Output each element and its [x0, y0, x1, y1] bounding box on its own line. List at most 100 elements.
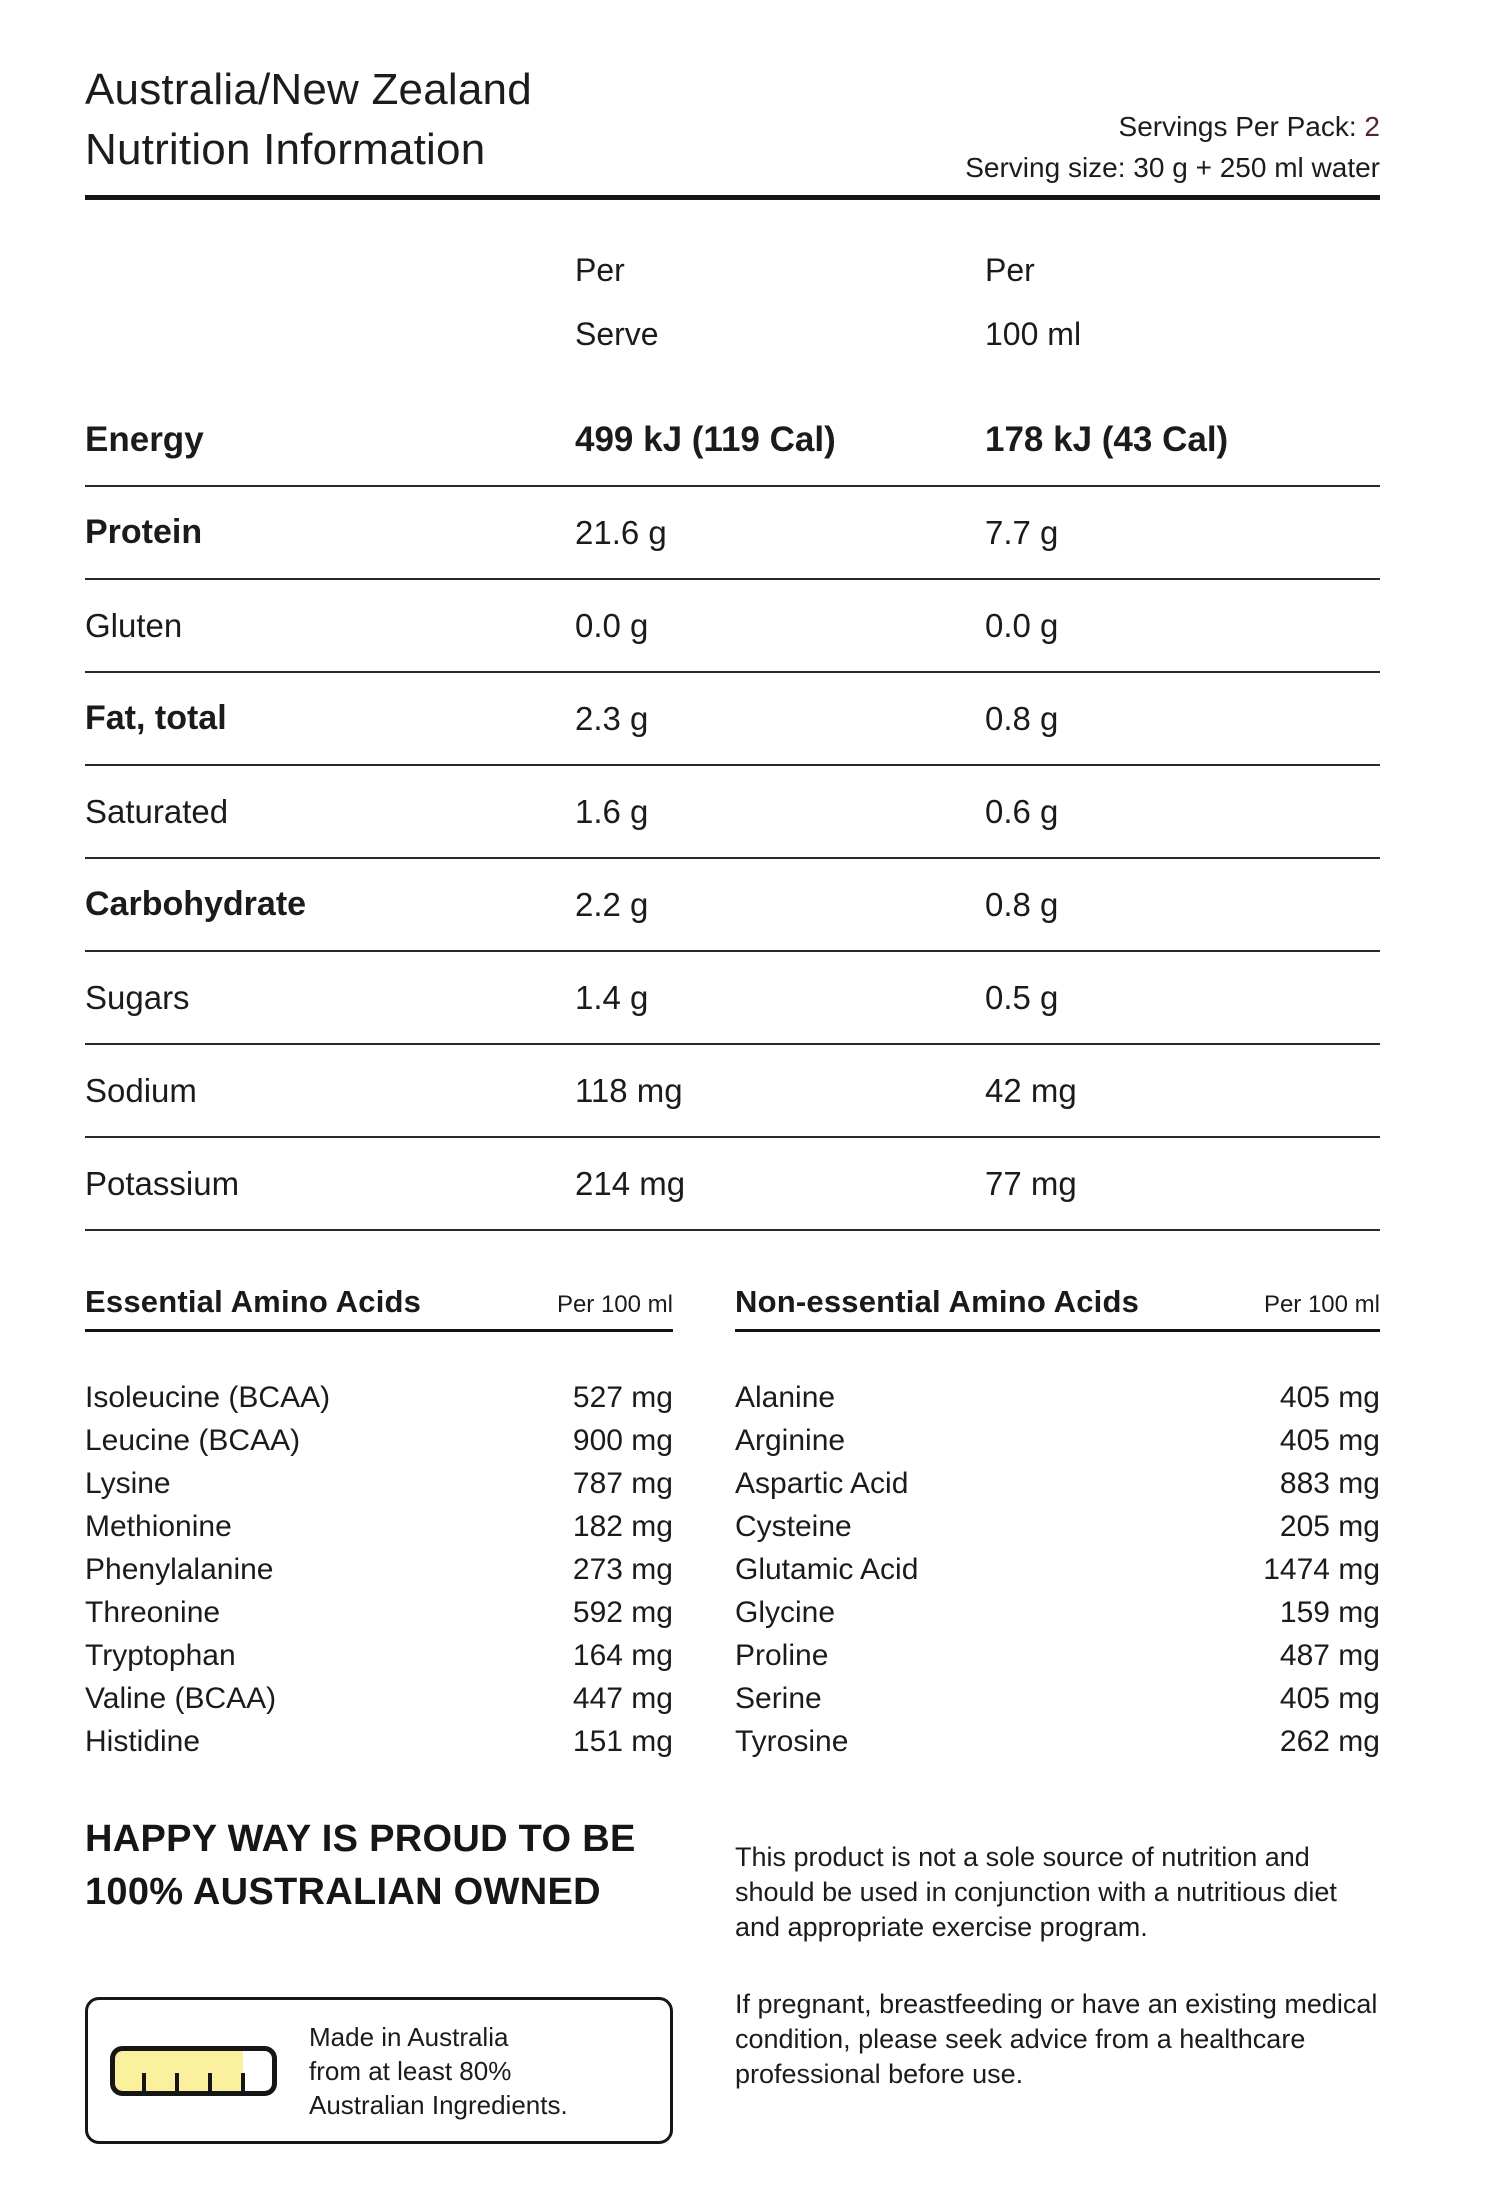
- amino-value: 527 mg: [572, 1381, 673, 1414]
- amino-name: Glutamic Acid: [735, 1553, 919, 1586]
- amino-value: 405 mg: [1279, 1424, 1380, 1457]
- amino-item: Glutamic Acid 1474 mg: [735, 1548, 1380, 1591]
- amino-name: Threonine: [85, 1596, 221, 1629]
- table-row-sodium: Sodium 118 mg 42 mg: [85, 1045, 1380, 1138]
- per-serve-value: 499 kJ (119 Cal): [575, 419, 836, 459]
- label-header: Australia/New Zealand Nutrition Informat…: [0, 0, 1500, 195]
- essential-amino-header: Essential Amino Acids Per 100 ml: [85, 1284, 673, 1332]
- per-serve-line1: Per: [575, 252, 625, 288]
- per-serve-value: 2.3 g: [575, 699, 649, 737]
- amino-value: 487 mg: [1279, 1639, 1380, 1672]
- amino-name: Lysine: [85, 1467, 171, 1500]
- row-label: Sugars: [85, 978, 190, 1016]
- page-title: Australia/New Zealand Nutrition Informat…: [85, 60, 532, 180]
- amino-item: Alanine 405 mg: [735, 1376, 1380, 1419]
- amino-item: Arginine 405 mg: [735, 1419, 1380, 1462]
- serving-info: Servings Per Pack: 2 Serving size: 30 g …: [965, 106, 1380, 188]
- amino-item: Histidine 151 mg: [85, 1720, 673, 1763]
- owned-line1: HAPPY WAY IS PROUD TO BE: [85, 1818, 636, 1860]
- non-essential-amino-list: Alanine 405 mg Arginine 405 mg Aspartic Ac…: [735, 1376, 1380, 1763]
- row-label: Sodium: [85, 1071, 197, 1109]
- per-100ml-value: 42 mg: [985, 1071, 1077, 1109]
- table-row-gluten: Gluten 0.0 g 0.0 g: [85, 580, 1380, 673]
- amino-value: 900 mg: [572, 1424, 673, 1457]
- made-in-text: Made in Australia from at least 80% Aust…: [309, 2020, 568, 2122]
- footer-right: This product is not a sole source of nut…: [735, 1813, 1380, 2144]
- page-title-line2: Nutrition Information: [85, 125, 486, 174]
- amino-name: Proline: [735, 1639, 829, 1672]
- non-essential-amino-header: Non-essential Amino Acids Per 100 ml: [735, 1284, 1380, 1332]
- row-label: Energy: [85, 419, 204, 459]
- essential-amino-acids: Essential Amino Acids Per 100 ml Isoleuc…: [85, 1284, 673, 1763]
- amino-value: 787 mg: [572, 1467, 673, 1500]
- amino-value: 447 mg: [572, 1682, 673, 1715]
- amino-name: Alanine: [735, 1381, 836, 1414]
- table-row-potassium: Potassium 214 mg 77 mg: [85, 1138, 1380, 1231]
- amino-value: 262 mg: [1279, 1725, 1380, 1758]
- amino-name: Arginine: [735, 1424, 846, 1457]
- row-label: Gluten: [85, 606, 183, 644]
- amino-value: 273 mg: [572, 1553, 673, 1586]
- amino-name: Valine (BCAA): [85, 1682, 277, 1715]
- non-essential-amino-acids: Non-essential Amino Acids Per 100 ml Ala…: [735, 1284, 1380, 1763]
- amino-item: Methionine 182 mg: [85, 1505, 673, 1548]
- amino-value: 205 mg: [1279, 1510, 1380, 1543]
- per-100ml-value: 0.8 g: [985, 699, 1059, 737]
- amino-value: 592 mg: [572, 1596, 673, 1629]
- amino-item: Threonine 592 mg: [85, 1591, 673, 1634]
- amino-value: 159 mg: [1279, 1596, 1380, 1629]
- amino-item: Isoleucine (BCAA) 527 mg: [85, 1376, 673, 1419]
- per-100ml-line2: 100 ml: [985, 316, 1082, 352]
- per-serve-value: 118 mg: [575, 1071, 683, 1109]
- made-in-line2: from at least 80%: [309, 2055, 512, 2086]
- per-serve-value: 1.4 g: [575, 978, 649, 1016]
- row-label: Carbohydrate: [85, 885, 307, 923]
- row-label: Protein: [85, 513, 203, 551]
- label-footer: HAPPY WAY IS PROUD TO BE 100% AUSTRALIAN…: [85, 1813, 1380, 2144]
- amino-name: Methionine: [85, 1510, 232, 1543]
- column-spacer: [85, 238, 575, 394]
- table-column-headers: Per Serve Per 100 ml: [85, 200, 1380, 394]
- made-in-line1: Made in Australia: [309, 2021, 509, 2052]
- per-100ml-value: 7.7 g: [985, 513, 1059, 551]
- amino-value: 405 mg: [1279, 1682, 1380, 1715]
- amino-name: Leucine (BCAA): [85, 1424, 301, 1457]
- column-header-per-100ml: Per 100 ml: [985, 238, 1380, 394]
- amino-name: Glycine: [735, 1596, 836, 1629]
- row-label: Saturated: [85, 792, 229, 830]
- amino-item: Aspartic Acid 883 mg: [735, 1462, 1380, 1505]
- per-serve-value: 0.0 g: [575, 606, 649, 644]
- row-label: Fat, total: [85, 699, 227, 737]
- table-row-fat-total: Fat, total 2.3 g 0.8 g: [85, 673, 1380, 766]
- amino-value: 883 mg: [1279, 1467, 1380, 1500]
- amino-item: Cysteine 205 mg: [735, 1505, 1380, 1548]
- table-row-protein: Protein 21.6 g 7.7 g: [85, 487, 1380, 580]
- amino-value: 182 mg: [572, 1510, 673, 1543]
- amino-item: Phenylalanine 273 mg: [85, 1548, 673, 1591]
- amino-name: Aspartic Acid: [735, 1467, 909, 1500]
- header-rule: [85, 195, 1380, 200]
- disclaimer-paragraph-2: If pregnant, breastfeeding or have an ex…: [735, 1989, 1378, 2089]
- amino-item: Valine (BCAA) 447 mg: [85, 1677, 673, 1720]
- amino-name: Histidine: [85, 1725, 201, 1758]
- per-100ml-value: 0.6 g: [985, 792, 1059, 830]
- per-100ml-value: 178 kJ (43 Cal): [985, 419, 1229, 459]
- essential-amino-list: Isoleucine (BCAA) 527 mg Leucine (BCAA) 90…: [85, 1376, 673, 1763]
- amino-item: Serine 405 mg: [735, 1677, 1380, 1720]
- table-row-sugars: Sugars 1.4 g 0.5 g: [85, 952, 1380, 1045]
- amino-item: Tyrosine 262 mg: [735, 1720, 1380, 1763]
- per-100ml-value: 0.0 g: [985, 606, 1059, 644]
- per-100ml-value: 0.5 g: [985, 978, 1059, 1016]
- column-header-per-serve: Per Serve: [575, 238, 985, 394]
- table-row-saturated: Saturated 1.6 g 0.6 g: [85, 766, 1380, 859]
- per-serve-line2: Serve: [575, 316, 659, 352]
- amino-value: 405 mg: [1279, 1381, 1380, 1414]
- amino-name: Phenylalanine: [85, 1553, 274, 1586]
- amino-value: 1474 mg: [1263, 1553, 1380, 1586]
- per-serve-value: 1.6 g: [575, 792, 649, 830]
- per-100ml-value: 77 mg: [985, 1164, 1077, 1202]
- australian-made-gauge-icon: [110, 2045, 277, 2096]
- amino-item: Proline 487 mg: [735, 1634, 1380, 1677]
- per-100ml-line1: Per: [985, 252, 1035, 288]
